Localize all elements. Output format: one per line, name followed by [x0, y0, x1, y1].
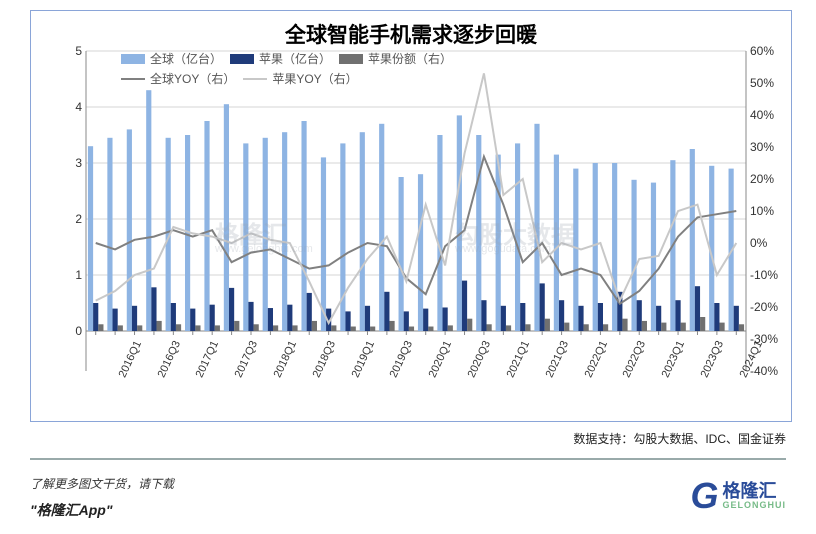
logo-icon: G	[690, 475, 718, 517]
logo-text-en: GELONGHUI	[722, 500, 786, 510]
y-left-tick: 1	[62, 268, 82, 282]
footer-text-1: 了解更多图文干货，请下载	[30, 475, 174, 492]
y-right-tick: -20%	[750, 300, 790, 314]
y-right-tick: -10%	[750, 268, 790, 282]
y-right-tick: 60%	[750, 44, 790, 58]
y-right-tick: 20%	[750, 172, 790, 186]
chart-container: 全球智能手机需求逐步回暖 全球（亿台）苹果（亿台）苹果份额（右） 全球YOY（右…	[30, 10, 792, 422]
y-right-tick: 30%	[750, 140, 790, 154]
footer-text-2: "格隆汇App"	[30, 500, 113, 520]
y-left-tick: 0	[62, 324, 82, 338]
y-right-tick: 50%	[750, 76, 790, 90]
logo: G 格隆汇 GELONGHUI	[690, 475, 786, 517]
y-right-tick: 10%	[750, 204, 790, 218]
y-right-tick: 40%	[750, 108, 790, 122]
plot-area: 012345-40%-30%-20%-10%0%10%20%30%40%50%6…	[86, 51, 746, 371]
divider	[30, 458, 786, 460]
y-right-tick: -40%	[750, 364, 790, 378]
logo-text-cn: 格隆汇	[722, 482, 786, 500]
y-left-tick: 3	[62, 156, 82, 170]
y-left-tick: 4	[62, 100, 82, 114]
y-right-tick: 0%	[750, 236, 790, 250]
chart-svg	[86, 51, 746, 371]
y-left-tick: 2	[62, 212, 82, 226]
data-source: 数据支持：勾股大数据、IDC、国金证券	[573, 430, 786, 447]
y-left-tick: 5	[62, 44, 82, 58]
chart-title: 全球智能手机需求逐步回暖	[31, 19, 791, 49]
